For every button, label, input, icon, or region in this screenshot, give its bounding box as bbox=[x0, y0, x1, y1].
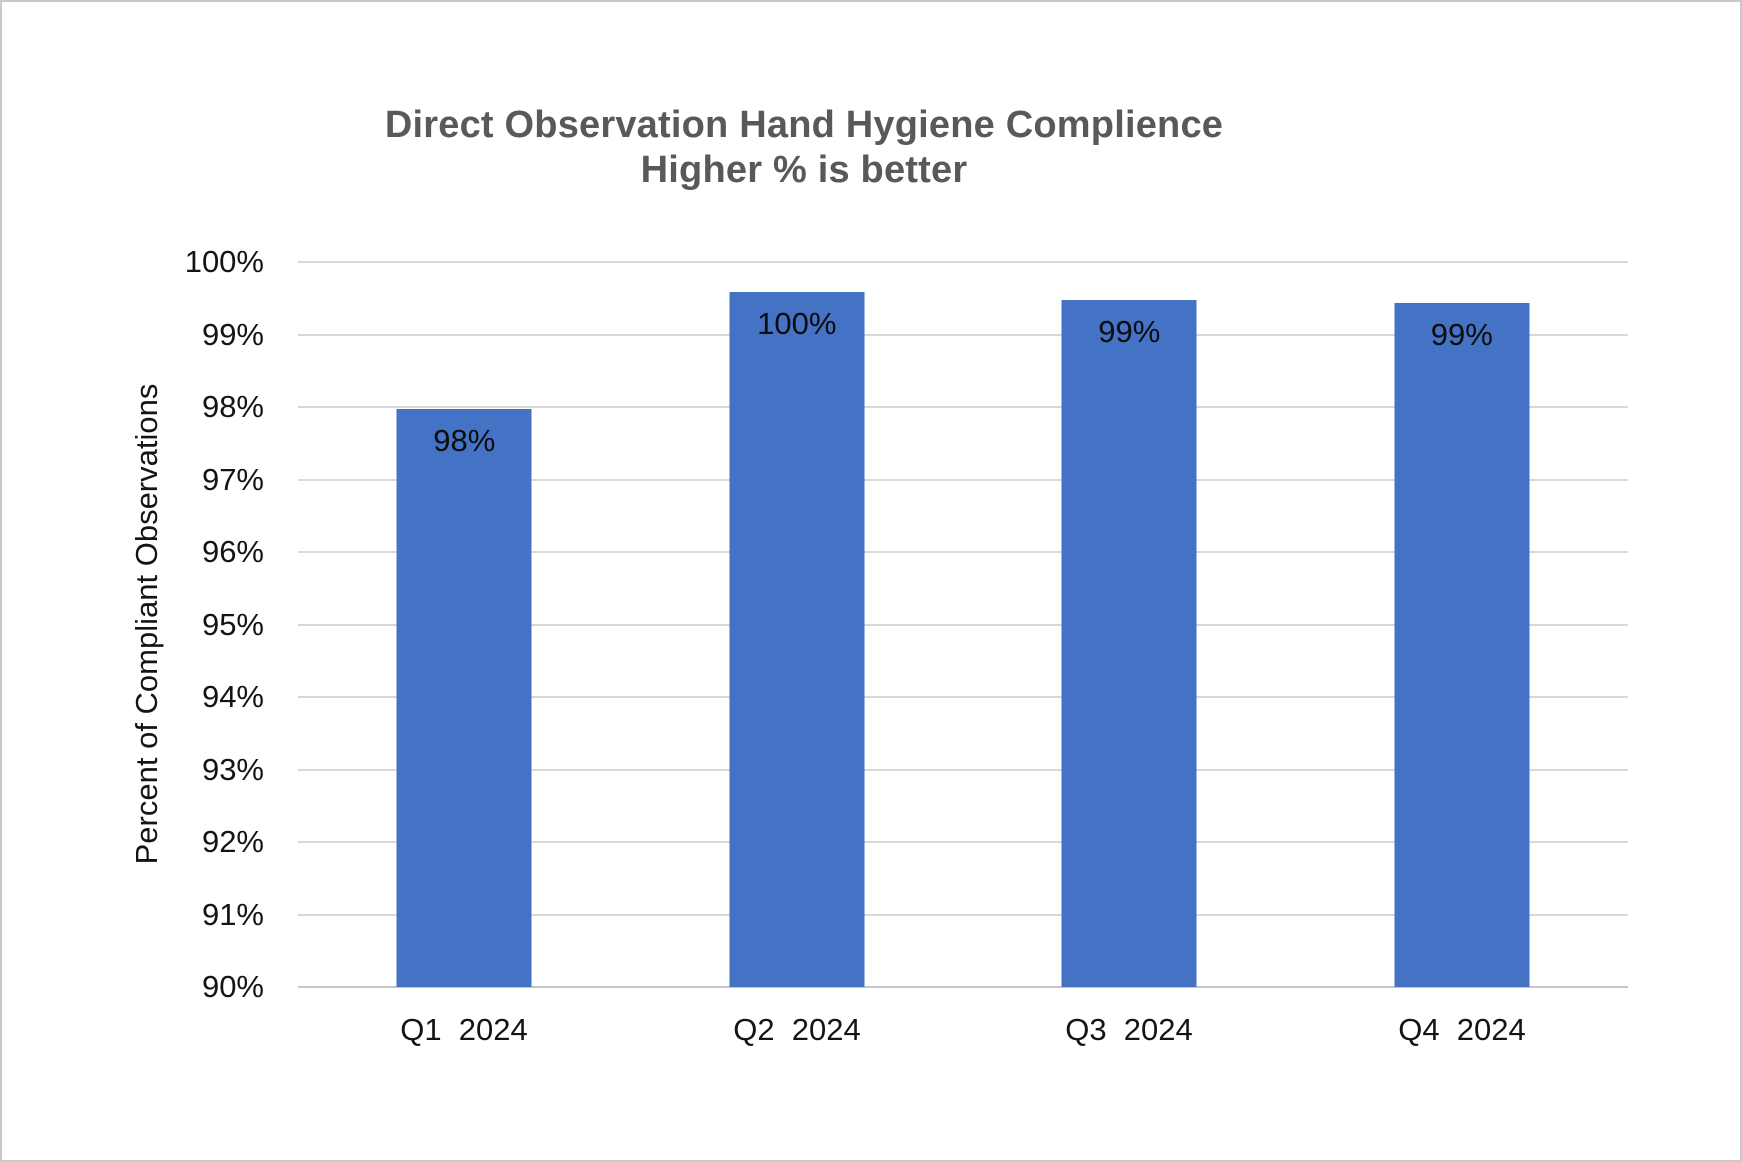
y-tick-label: 96% bbox=[201, 534, 264, 569]
bar-slot-q3-2024: 99% bbox=[963, 262, 1296, 987]
gridline bbox=[298, 696, 1628, 698]
gridline bbox=[298, 768, 1628, 771]
bar-q2-2024: 100% bbox=[729, 291, 865, 987]
y-tick-label: 100% bbox=[184, 244, 264, 279]
gridline bbox=[298, 406, 1628, 408]
bar-slot-q2-2024: 100% bbox=[631, 262, 964, 987]
bar-data-label: 98% bbox=[433, 423, 496, 459]
bar-q3-2024: 99% bbox=[1061, 299, 1197, 987]
gridline bbox=[298, 841, 1628, 843]
gridline bbox=[298, 478, 1628, 481]
y-tick-label: 94% bbox=[201, 679, 264, 714]
y-tick-label: 93% bbox=[201, 751, 264, 787]
y-tick-label: 95% bbox=[201, 606, 264, 642]
gridline bbox=[298, 333, 1628, 336]
x-tick-label-q2-2024: Q2 2024 bbox=[733, 1012, 861, 1047]
y-tick-label: 90% bbox=[201, 969, 264, 1004]
bar-q4-2024: 99% bbox=[1394, 303, 1530, 987]
chart-title: Direct Observation Hand Hygiene Complien… bbox=[2, 103, 1606, 193]
bar-slot-q4-2024: 99% bbox=[1296, 262, 1629, 987]
y-tick-label: 98% bbox=[201, 389, 264, 424]
gridline bbox=[298, 986, 1628, 988]
y-tick-label: 99% bbox=[201, 316, 264, 352]
bar-data-label: 100% bbox=[757, 305, 837, 341]
gridline bbox=[298, 623, 1628, 626]
bar-data-label: 99% bbox=[1098, 313, 1161, 349]
y-tick-label: 97% bbox=[201, 461, 264, 497]
gridline bbox=[298, 913, 1628, 916]
bar-data-label: 99% bbox=[1430, 317, 1493, 353]
bar-slot-q1-2024: 98% bbox=[298, 262, 631, 987]
gridline bbox=[298, 551, 1628, 553]
bar-q1-2024: 98% bbox=[396, 409, 532, 987]
x-tick-label-q1-2024: Q1 2024 bbox=[400, 1012, 528, 1047]
chart-title-line2: Higher % is better bbox=[640, 149, 968, 191]
plot-area: 98% 100% 99% 99% bbox=[298, 261, 1629, 988]
x-tick-label-q4-2024: Q4 2024 bbox=[1398, 1012, 1526, 1047]
y-tick-label: 92% bbox=[201, 824, 264, 859]
chart-title-line1: Direct Observation Hand Hygiene Complien… bbox=[384, 104, 1224, 146]
y-tick-label: 91% bbox=[201, 896, 264, 932]
x-tick-label-q3-2024: Q3 2024 bbox=[1065, 1012, 1193, 1047]
gridline bbox=[298, 261, 1628, 263]
